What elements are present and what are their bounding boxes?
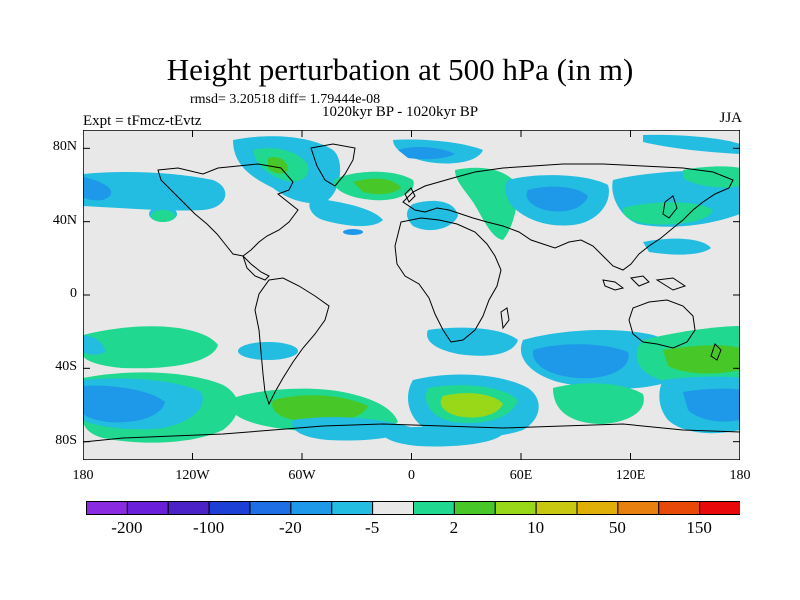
coastlines xyxy=(83,143,740,443)
colorbar-label: 10 xyxy=(527,518,545,537)
colorbar-swatch xyxy=(658,501,701,515)
colorbar-swatch xyxy=(699,501,740,515)
colorbar-swatch xyxy=(535,501,578,515)
colorbar-swatch xyxy=(249,501,292,515)
colorbar-label: -5 xyxy=(365,518,380,537)
colorbar-swatch xyxy=(126,501,169,515)
lon-tick-label: 180 xyxy=(72,468,94,483)
colorbar-label: 2 xyxy=(449,518,459,537)
colorbar-label: -20 xyxy=(279,518,302,537)
colorbar-swatch xyxy=(576,501,619,515)
colorbar-swatch xyxy=(413,501,455,515)
plot-title: Height perturbation at 500 hPa (in m) xyxy=(166,52,634,87)
stats-text: rmsd= 3.20518 diff= 1.79444e-08 xyxy=(190,92,381,107)
colorbar-swatch xyxy=(208,501,251,515)
colorbar-swatch xyxy=(453,501,496,515)
lon-tick-label: 180 xyxy=(729,468,751,483)
colorbar-swatch xyxy=(290,501,333,515)
lat-tick-label: 80N xyxy=(52,139,77,155)
colorbar-swatch xyxy=(331,501,374,515)
lon-tick-label: 120E xyxy=(615,468,646,483)
colorbar-swatch xyxy=(167,501,210,515)
colorbar-label: 150 xyxy=(686,518,712,537)
map-plot xyxy=(83,130,740,460)
colorbar-swatch xyxy=(617,501,660,515)
lon-tick-label: 120W xyxy=(175,468,210,483)
colorbar-swatch xyxy=(494,501,537,515)
colorbar-swatch xyxy=(86,501,128,515)
lon-tick-label: 60W xyxy=(288,468,316,483)
colorbar-swatch xyxy=(372,501,414,515)
lat-tick-label: 40N xyxy=(52,212,77,228)
season-label: JJA xyxy=(719,110,742,126)
lat-tick-label: 0 xyxy=(70,286,77,301)
lat-tick-label: 80S xyxy=(55,432,77,448)
experiment-label: Expt = tFmcz-tEvtz xyxy=(83,113,202,129)
lat-tick-label: 40S xyxy=(55,359,77,375)
period-label: 1020kyr BP - 1020kyr BP xyxy=(322,104,479,120)
colorbar xyxy=(86,501,740,515)
anomaly-contours xyxy=(83,134,740,447)
lon-tick-label: 60E xyxy=(509,468,533,483)
colorbar-label: -100 xyxy=(193,518,225,537)
colorbar-label: 50 xyxy=(608,518,626,537)
colorbar-label: -200 xyxy=(111,518,143,537)
axis-ticks xyxy=(83,130,740,460)
lon-tick-label: 0 xyxy=(408,468,415,483)
